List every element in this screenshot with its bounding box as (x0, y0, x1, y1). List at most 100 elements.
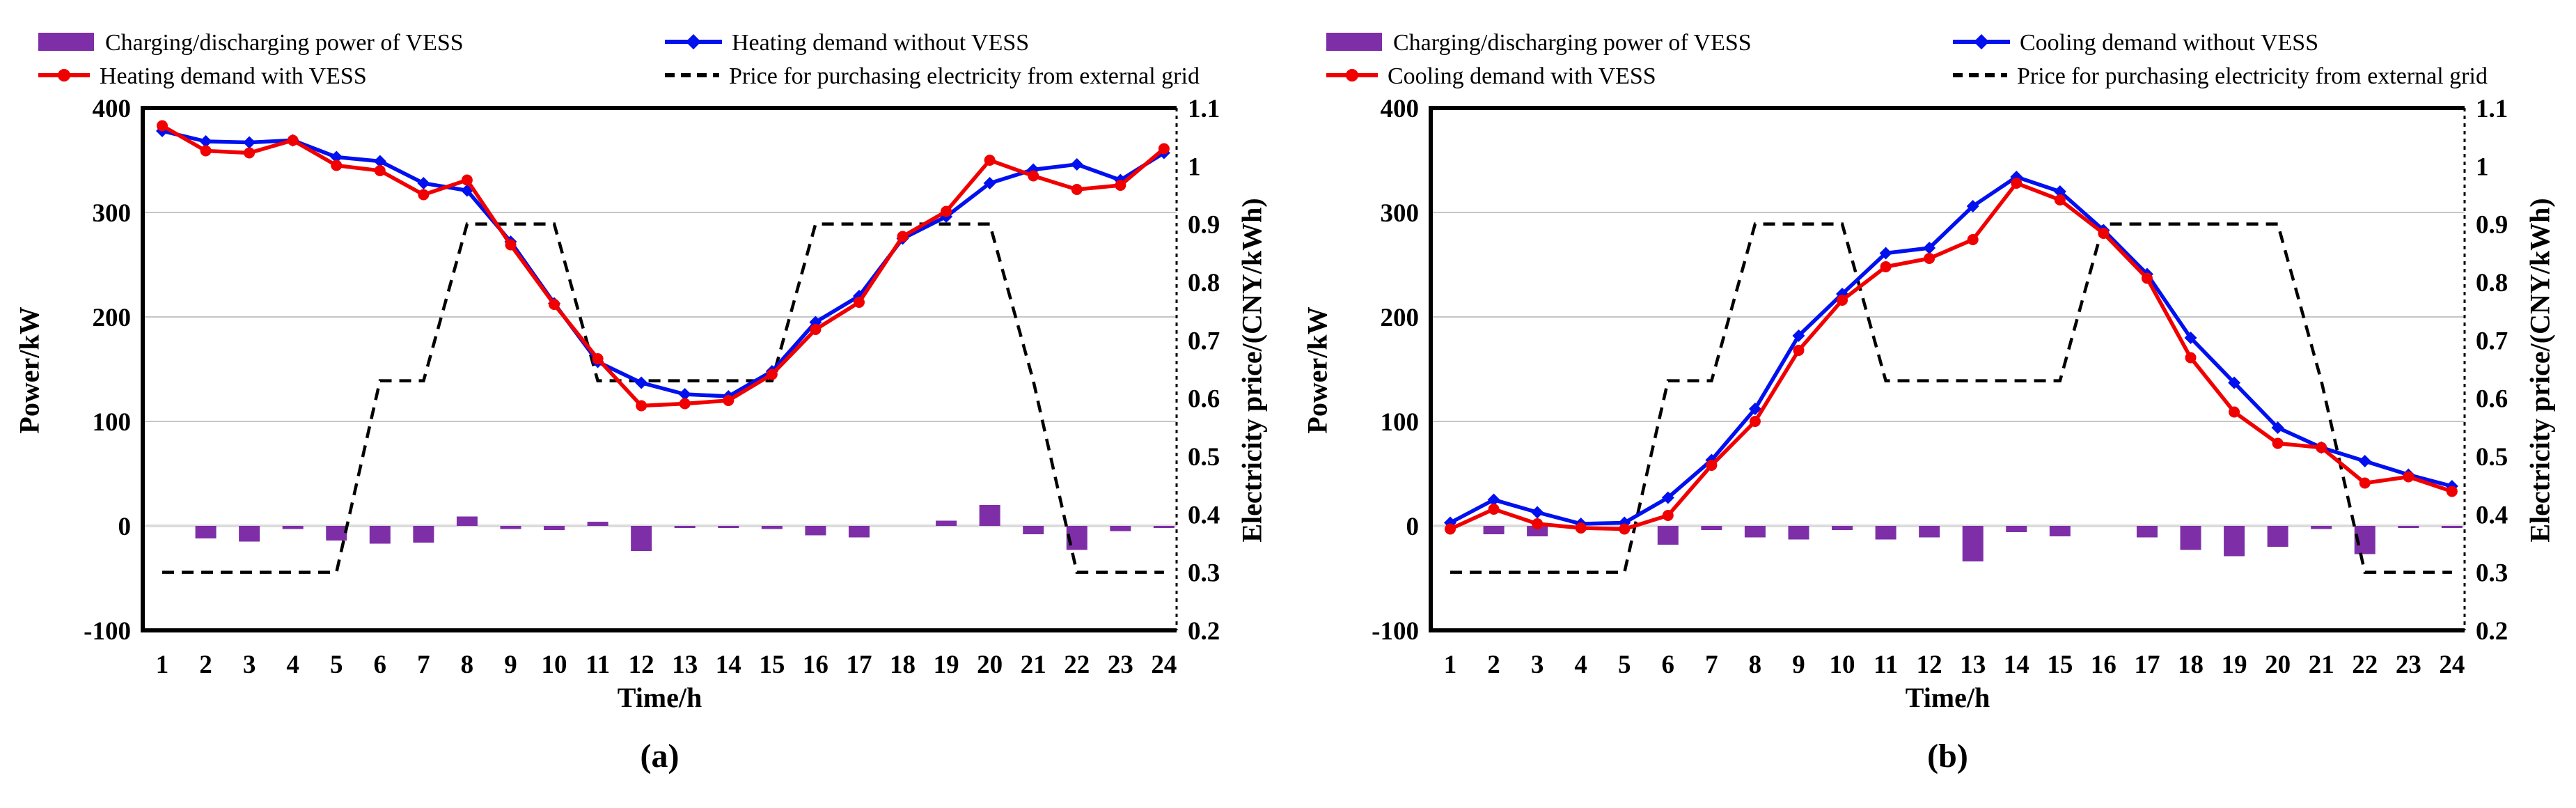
x-tick-12: 12 (629, 651, 654, 679)
left-axis-title: Power/kW (1301, 306, 1333, 434)
left-tick-0: 0 (118, 513, 132, 541)
bar-h19 (2224, 526, 2245, 557)
right-tick-0.5: 0.5 (2476, 443, 2508, 472)
left-tick-200: 200 (93, 304, 132, 332)
left-axis-title: Power/kW (13, 306, 45, 434)
x-tick-21: 21 (1021, 651, 1046, 679)
right-tick-0.7: 0.7 (2476, 327, 2508, 355)
marker-without-h20 (983, 177, 996, 189)
chart-a: 400 300 200 100 0 -100 1.1 1 0.9 0.8 0.7 0.6 0.5 0.4 0… (84, 95, 1220, 679)
marker-with-h8 (1749, 416, 1761, 427)
marker-with-h14 (723, 395, 735, 406)
x-axis-title: Time/h (1905, 682, 1990, 713)
x-tick-23: 23 (1108, 651, 1133, 679)
marker-with-h22 (1071, 184, 1083, 195)
panel-caption: (a) (640, 738, 680, 775)
x-tick-5: 5 (1618, 651, 1631, 679)
x-tick-22: 22 (1064, 651, 1090, 679)
x-tick-11: 11 (1874, 651, 1898, 679)
marker-without-h6 (373, 155, 386, 168)
bar-h20 (979, 505, 1000, 526)
marker-with-h11 (1880, 261, 1892, 272)
vess-bars (1483, 526, 2463, 561)
left-tick--100: -100 (1372, 617, 1419, 646)
bar-h4 (282, 526, 304, 529)
legend-label-demand-without-vess: Cooling demand without VESS (2020, 30, 2319, 56)
marker-with-h19 (941, 205, 952, 217)
marker-with-h18 (2185, 352, 2197, 364)
marker-without-h19 (2228, 376, 2241, 389)
legend-label-price: Price for purchasing electricity from ex… (2017, 63, 2488, 89)
x-tick-3: 3 (1531, 651, 1544, 679)
x-tick-13: 13 (1960, 651, 1986, 679)
legend-label-vess-power: Charging/discharging power of VESS (1393, 30, 1752, 56)
legend-label-demand-without-vess: Heating demand without VESS (732, 30, 1030, 56)
marker-with-h18 (897, 231, 909, 242)
x-tick-20: 20 (2265, 651, 2291, 679)
legend-item-demand-without-vess: Heating demand without VESS (665, 28, 1029, 59)
price-line (162, 222, 1164, 574)
legend-item-price: Price for purchasing electricity from ex… (1953, 61, 2488, 92)
x-tick-17: 17 (2134, 651, 2160, 679)
chart-b: 400 300 200 100 0 -100 1.1 1 0.9 0.8 0.7 0.6 0.5 0.4 0… (1372, 95, 2508, 679)
x-tick-9: 9 (1792, 651, 1805, 679)
x-tick-14: 14 (716, 651, 741, 679)
x-tick-6: 6 (1662, 651, 1675, 679)
vess-power-swatch-icon (1326, 31, 1383, 56)
demand-with-vess-swatch-icon (38, 65, 90, 89)
x-tick-23: 23 (2396, 651, 2421, 679)
right-tick-1: 1 (1188, 153, 1201, 181)
x-tick-15: 15 (759, 651, 785, 679)
left-tick-100: 100 (1381, 408, 1420, 437)
x-tick-15: 15 (2047, 651, 2073, 679)
marker-without-h5 (330, 150, 343, 164)
bar-h7 (413, 526, 434, 543)
marker-without-h6 (1661, 491, 1674, 504)
right-tick-1: 1 (2476, 153, 2489, 181)
marker-without-h9 (1792, 329, 1805, 342)
marker-with-h8 (461, 174, 473, 186)
marker-with-h3 (1532, 518, 1544, 529)
bar-h19 (936, 520, 957, 526)
marker-without-h22 (1070, 158, 1083, 171)
bar-h20 (2267, 526, 2288, 547)
left-tick--100: -100 (84, 617, 131, 646)
marker-without-h15 (2053, 185, 2066, 198)
marker-without-h7 (417, 177, 430, 189)
x-tick-7: 7 (1705, 651, 1718, 679)
legend-item-price: Price for purchasing electricity from ex… (665, 61, 1200, 92)
marker-with-h4 (287, 134, 299, 146)
right-tick-0.4: 0.4 (2476, 501, 2508, 529)
marker-with-h2 (1488, 504, 1500, 515)
marker-with-h21 (1028, 170, 1039, 182)
demand-without-vess-swatch-icon (665, 31, 722, 56)
right-tick-0.6: 0.6 (1188, 385, 1220, 414)
marker-with-h15 (766, 368, 778, 380)
legend-item-demand-with-vess: Heating demand with VESS (38, 61, 367, 92)
bar-h10 (1832, 526, 1853, 530)
left-tick-300: 300 (1381, 199, 1420, 228)
marker-without-h2 (1487, 493, 1500, 506)
x-tick-4: 4 (286, 651, 299, 679)
marker-with-h10 (549, 299, 560, 310)
marker-with-h11 (592, 353, 604, 364)
right-tick-0.8: 0.8 (1188, 269, 1220, 297)
marker-with-h24 (1158, 143, 1170, 155)
right-tick-1.1: 1.1 (2476, 95, 2508, 123)
x-axis-title: Time/h (617, 682, 702, 713)
bar-h23 (2398, 526, 2419, 528)
marker-with-h9 (505, 239, 517, 251)
demand-with-vess-markers (1445, 178, 2458, 535)
marker-with-h16 (2098, 228, 2110, 239)
right-axis-title: Electricity price/(CNY/kWh) (2524, 198, 2556, 543)
marker-without-h8 (1748, 403, 1761, 415)
x-tick-8: 8 (461, 651, 474, 679)
marker-without-h3 (243, 136, 256, 149)
left-tick-400: 400 (1381, 95, 1420, 123)
x-tick-8: 8 (1749, 651, 1762, 679)
marker-without-h12 (1923, 242, 1936, 254)
x-tick-24: 24 (1151, 651, 1177, 679)
x-tick-17: 17 (846, 651, 872, 679)
legend-label-demand-with-vess: Cooling demand with VESS (1388, 63, 1656, 89)
